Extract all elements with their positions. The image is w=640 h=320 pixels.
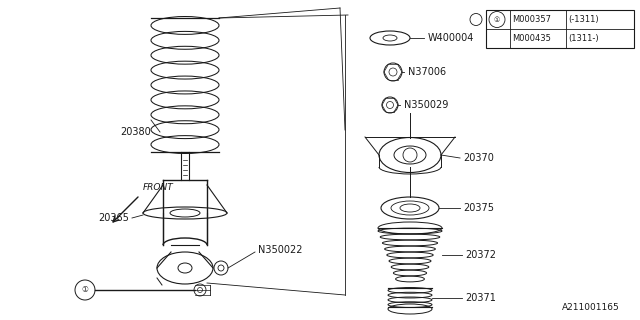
Text: ①: ①	[81, 285, 88, 294]
Text: W400004: W400004	[428, 33, 474, 43]
Text: (1311-): (1311-)	[568, 34, 598, 43]
Text: FRONT: FRONT	[143, 183, 173, 192]
Text: N37006: N37006	[408, 67, 446, 77]
Text: M000357: M000357	[512, 15, 551, 24]
Text: 20371: 20371	[465, 293, 496, 303]
Text: 20372: 20372	[465, 250, 496, 260]
Text: N350029: N350029	[404, 100, 449, 110]
Text: N350022: N350022	[258, 245, 303, 255]
Text: 20365: 20365	[98, 213, 129, 223]
Text: A211001165: A211001165	[563, 303, 620, 312]
Text: (-1311): (-1311)	[568, 15, 598, 24]
Text: 20370: 20370	[463, 153, 494, 163]
Bar	[486, 10, 634, 48]
Text: 20380: 20380	[120, 127, 151, 137]
Text: 20375: 20375	[463, 203, 494, 213]
Text: ①: ①	[494, 17, 500, 22]
Text: M000435: M000435	[512, 34, 551, 43]
